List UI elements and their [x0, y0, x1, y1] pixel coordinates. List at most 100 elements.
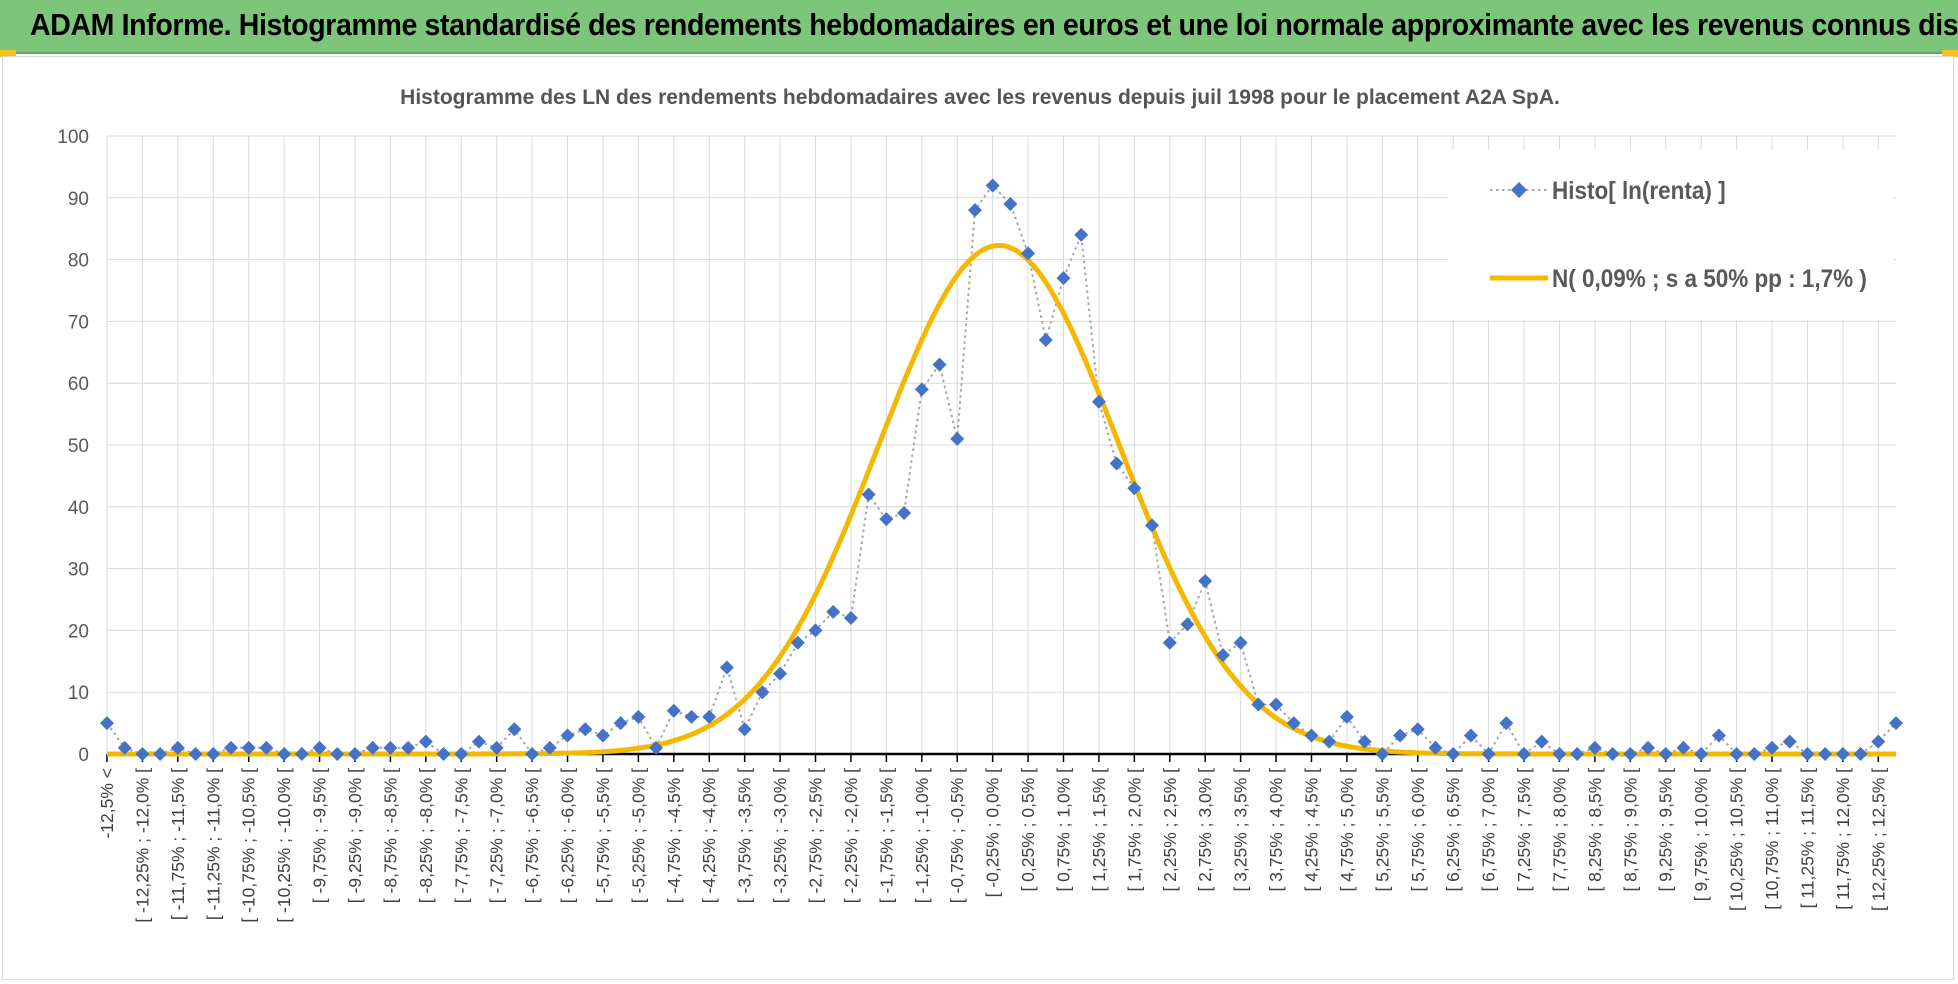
histo-point	[259, 740, 274, 755]
x-tick-label: [ -6,25% ; -6,0% [	[558, 768, 578, 903]
histo-point	[1003, 196, 1018, 211]
report-banner: ADAM Informe. Histogramme standardisé de…	[0, 0, 1958, 54]
histo-point	[1552, 747, 1567, 761]
x-tick-label: [ -3,75% ; -3,5% [	[735, 768, 755, 903]
y-tick-label: 60	[68, 374, 89, 395]
histo-point	[241, 740, 256, 755]
x-tick-label: [ 0,75% ; 1,0% [	[1053, 768, 1073, 892]
histo-point	[401, 740, 416, 755]
legend-histo-marker	[1511, 182, 1527, 198]
histo-point	[595, 728, 610, 743]
x-tick-label: [ 1,25% ; 1,5% [	[1089, 768, 1109, 892]
histo-point	[1375, 747, 1390, 761]
histo-point	[1765, 740, 1780, 755]
x-tick-label: [ -2,75% ; -2,5% [	[806, 768, 826, 903]
histo-point	[1534, 734, 1549, 749]
legend-histo-label: Histo[ ln(renta) ]	[1552, 177, 1726, 205]
histo-point	[1428, 740, 1443, 755]
x-tick-label: [ 0,25% ; 0,5% [	[1018, 768, 1038, 892]
histo-point	[1198, 573, 1213, 588]
histo-point	[1729, 747, 1744, 761]
x-tick-label: [ -5,25% ; -5,0% [	[628, 768, 648, 903]
histo-point	[100, 716, 114, 731]
histo-point	[631, 709, 646, 724]
histo-point	[1782, 734, 1797, 749]
x-tick-label: [ -10,25% ; -10,0% [	[274, 768, 294, 923]
histo-point	[1127, 481, 1142, 496]
histo-point	[1233, 635, 1248, 650]
histo-point	[1109, 456, 1124, 471]
histo-point	[649, 740, 664, 755]
x-tick-label: [ 6,25% ; 6,5% [	[1443, 768, 1463, 892]
x-tick-label: [ 7,25% ; 7,5% [	[1514, 768, 1534, 892]
x-tick-label: [ 9,25% ; 9,5% [	[1656, 768, 1676, 892]
histo-point	[507, 722, 522, 737]
x-tick-label: [ -9,75% ; -9,5% [	[310, 768, 330, 903]
histo-point	[471, 734, 486, 749]
x-tick-label: [ 11,75% ; 12,0% [	[1833, 768, 1853, 910]
x-tick-label: [ -3,25% ; -3,0% [	[770, 768, 790, 903]
histo-point	[879, 512, 894, 527]
histo-point	[1481, 747, 1496, 761]
chart-frame	[2, 56, 1954, 980]
x-tick-label: [ 9,75% ; 10,0% [	[1691, 768, 1711, 901]
x-tick-label: [ 4,75% ; 5,0% [	[1337, 768, 1357, 892]
y-tick-label: 20	[68, 621, 89, 642]
histo-point	[1393, 728, 1408, 743]
x-tick-label: [ -2,25% ; -2,0% [	[841, 768, 861, 903]
histo-point	[914, 382, 929, 397]
x-tick-label: [ 12,25% ; 12,5% [	[1868, 768, 1888, 911]
histo-point	[1835, 747, 1850, 761]
histo-point	[967, 203, 982, 218]
x-tick-label: -12,5% <	[97, 768, 117, 839]
histo-point	[666, 703, 681, 718]
histo-point	[312, 740, 327, 755]
histo-point	[1339, 709, 1354, 724]
histo-point	[1056, 271, 1071, 286]
x-tick-label: [ -12,25% ; -12,0% [	[132, 768, 152, 923]
y-tick-label: 50	[68, 436, 89, 457]
histo-point	[808, 623, 823, 638]
histo-point	[454, 747, 469, 761]
histo-point	[1871, 734, 1886, 749]
x-tick-label: [ -8,25% ; -8,0% [	[416, 768, 436, 903]
histo-point	[1605, 747, 1620, 761]
x-tick-label: [ -7,25% ; -7,0% [	[487, 768, 507, 903]
y-tick-label: 80	[68, 251, 89, 272]
histo-point	[117, 740, 132, 755]
histo-point	[489, 740, 504, 755]
legend-normal-label: N( 0,09% ; s a 50% pp : 1,7% )	[1552, 265, 1867, 293]
histo-point	[737, 722, 752, 737]
histo-point	[826, 604, 841, 619]
histo-point	[1446, 747, 1461, 761]
histo-point	[153, 747, 168, 761]
x-tick-label: [ 5,75% ; 6,0% [	[1408, 768, 1428, 892]
histo-point	[436, 747, 451, 761]
x-tick-label: [ 10,25% ; 10,5% [	[1727, 768, 1747, 911]
histo-point	[861, 487, 876, 502]
histo-point	[1322, 734, 1337, 749]
histo-point	[897, 505, 912, 520]
histo-point	[383, 740, 398, 755]
histo-point	[1747, 747, 1762, 761]
x-tick-label: [ -8,75% ; -8,5% [	[380, 768, 400, 903]
histo-point	[1676, 740, 1691, 755]
histo-point	[1304, 728, 1319, 743]
histo-point	[1818, 747, 1833, 761]
x-tick-label: [ 4,25% ; 4,5% [	[1301, 768, 1321, 892]
x-tick-label: [ -0,25% ; 0,0% [	[983, 768, 1003, 898]
x-tick-label: [ 8,25% ; 8,5% [	[1585, 768, 1605, 892]
y-tick-label: 10	[68, 683, 89, 704]
x-tick-label: [ -9,25% ; -9,0% [	[345, 768, 365, 903]
histo-point	[613, 716, 628, 731]
y-tick-label: 40	[68, 498, 89, 519]
histo-point	[135, 747, 150, 761]
corner-mark-right	[1942, 50, 1958, 57]
chart-title: Histogramme des LN des rendements hebdom…	[400, 86, 1560, 109]
histo-point	[1091, 394, 1106, 409]
histo-point	[365, 740, 380, 755]
x-tick-label: [ 1,75% ; 2,0% [	[1124, 768, 1144, 892]
y-tick-label: 70	[68, 312, 89, 333]
histo-point	[188, 747, 203, 761]
